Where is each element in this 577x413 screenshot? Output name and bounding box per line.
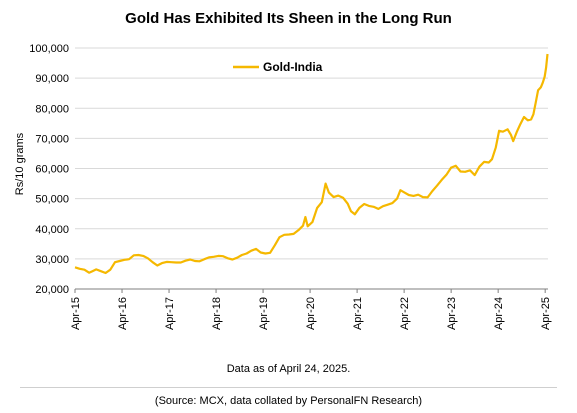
x-tick-label: Apr-22 <box>399 297 411 330</box>
y-tick-label: 70,000 <box>35 133 69 145</box>
x-tick-label: Apr-18 <box>211 297 223 330</box>
x-tick-label: Apr-21 <box>352 297 364 330</box>
y-tick-label: 80,000 <box>35 103 69 115</box>
source-note: (Source: MCX, data collated by PersonalF… <box>154 395 423 407</box>
gold-price-chart: 20,000 30,000 40,000 50,000 60,000 70,000 80,0… <box>29 43 552 330</box>
y-axis-ticks: 20,000 30,000 40,000 50,000 60,000 70,000 80,0… <box>29 43 69 296</box>
series-lines <box>74 53 549 275</box>
y-tick-label: 30,000 <box>35 254 69 266</box>
series-line-gold-india <box>74 53 549 275</box>
x-tick-label: Apr-19 <box>258 297 270 330</box>
x-tick-label: Apr-17 <box>164 297 176 330</box>
legend-label: Gold-India <box>263 60 323 74</box>
gridlines <box>75 47 548 260</box>
x-tick-label: Apr-25 <box>540 297 552 330</box>
legend: Gold-India <box>233 60 323 74</box>
footer-divider <box>20 387 557 388</box>
y-tick-label: 40,000 <box>35 224 69 236</box>
chart-title: Gold Has Exhibited Its Sheen in the Long… <box>125 10 452 27</box>
x-tick-label: Apr-24 <box>493 297 505 330</box>
x-tick-label: Apr-23 <box>446 297 458 330</box>
y-tick-label: 90,000 <box>35 73 69 85</box>
x-tick-label: Apr-20 <box>305 297 317 330</box>
y-tick-label: 100,000 <box>29 43 69 55</box>
x-axis: Apr-15 Apr-16 Apr-17 Apr-18 Apr-19 Apr-20 Apr-… <box>70 288 552 330</box>
y-tick-label: 50,000 <box>35 194 69 206</box>
y-tick-label: 60,000 <box>35 164 69 176</box>
y-tick-label: 20,000 <box>35 284 69 296</box>
data-date-note: Data as of April 24, 2025. <box>226 363 351 375</box>
x-tick-label: Apr-15 <box>70 297 82 330</box>
x-tick-label: Apr-16 <box>117 297 129 330</box>
